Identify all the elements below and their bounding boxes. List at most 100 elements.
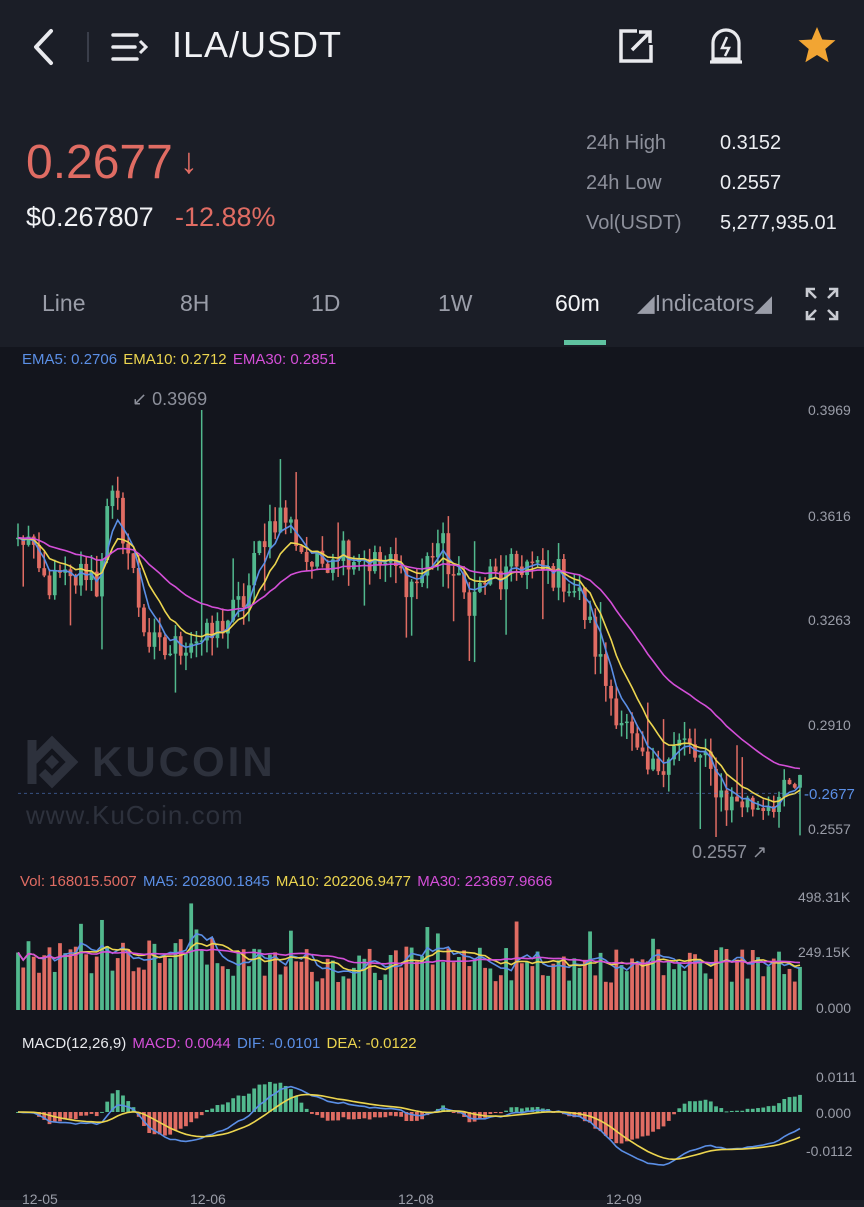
volume-bar [58, 943, 62, 1010]
volume-bar [766, 966, 771, 1010]
time-tick: 12-08 [398, 1191, 434, 1207]
macd-histogram-bar [687, 1101, 692, 1112]
menu-icon[interactable] [108, 26, 150, 68]
share-icon[interactable] [614, 24, 658, 68]
candle-body [740, 801, 745, 808]
macd-histogram-bar [651, 1112, 655, 1132]
volume-bar [451, 962, 456, 1010]
pair-title[interactable]: ILA/USDT [172, 24, 343, 65]
candle-body [241, 596, 246, 608]
macd-histogram-bar [714, 1106, 718, 1112]
candle-body [283, 507, 288, 523]
macd-histogram-bar [210, 1108, 215, 1112]
candle-body [567, 591, 571, 593]
candle-body [651, 758, 655, 770]
price-tick: 0.2910 [808, 717, 851, 733]
candle-body [488, 566, 493, 585]
volume-bar [651, 938, 655, 1010]
macd-histogram-bar [73, 1112, 78, 1120]
tab-1w[interactable]: 1W [438, 290, 473, 316]
macd-histogram-bar [493, 1112, 498, 1113]
star-icon[interactable] [794, 22, 840, 68]
volume-bar [477, 947, 482, 1010]
volume-bar [483, 967, 487, 1010]
volume-bar [304, 949, 309, 1010]
macd-histogram-bar [399, 1112, 404, 1117]
volume-bar [42, 955, 47, 1010]
macd-histogram-bar [110, 1093, 115, 1112]
volume-bar [693, 954, 697, 1010]
price-tick: 0.3616 [808, 508, 851, 524]
macd-histogram-bar [362, 1112, 367, 1119]
volume-bar [567, 980, 571, 1010]
volume-bar [514, 921, 519, 1010]
candle-body [121, 497, 125, 544]
fullscreen-icon[interactable] [802, 284, 842, 324]
volume-bar [383, 974, 388, 1010]
candle-body [456, 572, 461, 576]
candle-body [682, 738, 687, 740]
macd-histogram-bar [283, 1085, 288, 1112]
macd-histogram-bar [409, 1112, 414, 1122]
price-tick: 0.3969 [808, 402, 851, 418]
time-tick: 12-06 [190, 1191, 226, 1207]
macd-histogram-bar [226, 1102, 230, 1112]
candle-body [687, 738, 692, 745]
candle-body [152, 632, 157, 647]
candle-body [194, 641, 199, 644]
volume-bar [798, 966, 802, 1010]
macd-histogram-bar [661, 1112, 666, 1127]
candle-body [399, 565, 404, 569]
volume-bar [388, 955, 393, 1010]
tab-line[interactable]: Line [42, 290, 86, 316]
macd-histogram-bar [609, 1112, 613, 1140]
macd-tick: 0.000 [816, 1105, 852, 1121]
time-tick: 12-05 [22, 1191, 58, 1207]
tab-8h[interactable]: 8H [180, 290, 210, 316]
macd-histogram-bar [121, 1095, 125, 1112]
volume-bar [582, 959, 587, 1010]
candle-body [530, 561, 535, 564]
volume-bar [94, 956, 99, 1010]
volume-bar [252, 948, 257, 1010]
volume-bar [21, 967, 26, 1010]
macd-histogram-bar [472, 1112, 477, 1122]
tab-60m[interactable]: 60m [555, 290, 600, 316]
candle-body [383, 562, 388, 565]
alert-icon[interactable] [704, 24, 748, 68]
price-tick: 0.2557 [808, 821, 851, 837]
macd-histogram-bar [792, 1096, 797, 1112]
candle-body [357, 560, 362, 563]
macd-value: MACD: 0.0044 [132, 1035, 231, 1052]
macd-histogram-bar [320, 1112, 325, 1118]
candle-body [630, 721, 634, 734]
candle-body [792, 784, 797, 788]
chart-area[interactable] [0, 347, 864, 1200]
macd-histogram-bar [47, 1112, 52, 1125]
macd-histogram-bar [388, 1112, 393, 1116]
candle-body [84, 563, 89, 581]
volume-bar [236, 951, 241, 1010]
candle-body [341, 540, 346, 561]
macd-histogram-bar [273, 1083, 278, 1112]
volume-bar [504, 948, 508, 1010]
ema10-line [17, 536, 801, 803]
stat-value-low: 0.2557 [720, 172, 782, 194]
macd-histogram-bar [315, 1112, 320, 1116]
macd-tick: -0.0112 [806, 1143, 853, 1159]
volume-bar [273, 952, 278, 1010]
back-icon[interactable] [22, 22, 66, 72]
volume-bar [367, 948, 372, 1010]
macd-histogram-bar [593, 1112, 598, 1129]
candle-body [142, 607, 146, 633]
candle-body [278, 507, 283, 533]
macd-histogram-bar [619, 1112, 624, 1144]
tab-1d[interactable]: 1D [311, 290, 341, 316]
candle-body [268, 521, 272, 548]
watermark-brand: KUCOIN [92, 738, 276, 785]
macd-histogram-bar [509, 1107, 514, 1112]
volume-tick: 0.000 [816, 1000, 852, 1016]
tab-indicators[interactable]: ◢Indicators◢ [637, 290, 773, 316]
volume-bar [624, 971, 629, 1010]
macd-histogram-bar [519, 1108, 524, 1112]
